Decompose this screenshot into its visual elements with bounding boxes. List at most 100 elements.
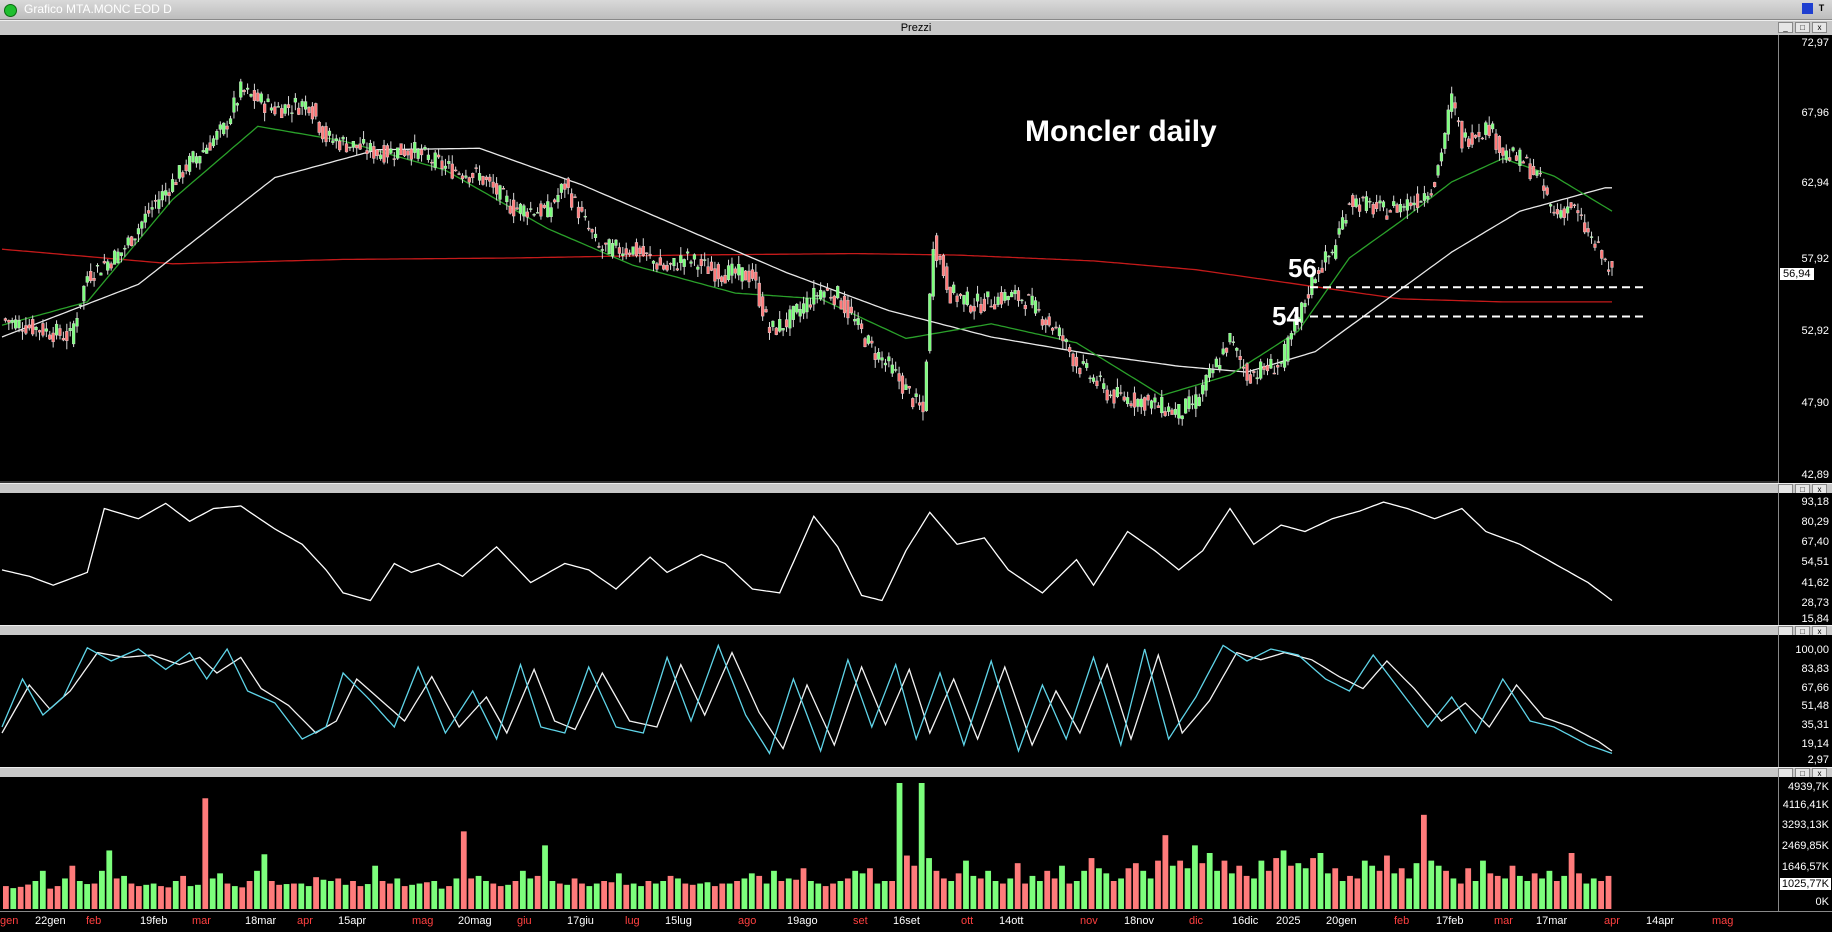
ma-short-line	[1, 125, 1613, 397]
candle-body	[699, 258, 703, 266]
candle-body	[675, 268, 679, 271]
x-axis-label: giu	[517, 915, 532, 927]
candle-body	[157, 199, 161, 209]
candle-body	[1494, 133, 1498, 150]
volume-bar	[1413, 863, 1420, 909]
candle-body	[402, 149, 407, 157]
candle-body	[890, 364, 894, 374]
candle-body	[174, 182, 178, 186]
candle-body	[1433, 182, 1437, 187]
volume-bar	[608, 882, 615, 909]
candle-body	[849, 306, 853, 314]
maximize-pane-button[interactable]: □	[1795, 22, 1810, 33]
candle-body	[566, 178, 570, 188]
candle-body	[1566, 206, 1570, 214]
candle-body	[1586, 228, 1590, 233]
price-pane-header: Prezzi _ □ x	[0, 20, 1832, 36]
volume-bar	[1494, 875, 1501, 909]
volume-bar	[187, 886, 194, 909]
volume-bar	[1206, 853, 1213, 909]
candle-body	[1006, 296, 1010, 301]
rsi-tick: 67,40	[1801, 536, 1829, 548]
volume-bar	[25, 884, 31, 909]
candle-body	[1477, 131, 1481, 137]
candle-body	[1132, 392, 1137, 408]
candle-body	[1306, 294, 1311, 299]
volume-bar	[1051, 878, 1058, 909]
candle-body	[1296, 317, 1300, 322]
candle-body	[317, 121, 321, 133]
candle-body	[102, 261, 106, 264]
candle-body	[532, 214, 536, 216]
volume-bar	[1081, 870, 1088, 909]
candle-body	[624, 248, 628, 255]
candle-body	[41, 323, 45, 336]
candle-body	[795, 304, 799, 313]
volume-bar	[852, 870, 859, 909]
candle-body	[1525, 156, 1529, 159]
close-icon[interactable]: T	[1818, 3, 1825, 13]
candle-body	[587, 227, 591, 230]
candle-body	[812, 288, 816, 305]
x-axis-label: gen	[0, 915, 19, 927]
stoch-k-line	[1, 643, 1613, 755]
candle-body	[10, 320, 14, 323]
volume-bar	[1073, 881, 1080, 909]
candle-body	[191, 151, 195, 163]
candle-body	[167, 192, 171, 196]
candle-body	[866, 335, 870, 344]
candle-body	[31, 319, 35, 335]
candle-body	[1211, 369, 1215, 374]
candle-body	[1095, 380, 1099, 387]
candle-body	[361, 139, 366, 144]
volume-bar	[1347, 875, 1353, 909]
candle-body	[1555, 209, 1560, 215]
volume-bar	[1553, 881, 1560, 909]
volume-bar	[601, 881, 607, 909]
candle-body	[1061, 335, 1065, 342]
volume-bar	[416, 883, 423, 909]
candle-body	[1378, 200, 1382, 204]
volume-bar	[438, 888, 445, 909]
candle-body	[696, 266, 700, 270]
candle-body	[836, 286, 840, 299]
price-tick: 47,90	[1801, 397, 1829, 409]
x-axis-label: 20mag	[458, 915, 492, 927]
volume-bar	[1273, 858, 1280, 909]
candle-body	[440, 160, 444, 169]
volume-bar	[1302, 868, 1309, 909]
volume-pane[interactable]: 4939,7K 4116,41K 3293,13K 2469,85K 1646,…	[0, 777, 1832, 911]
stoch-tick: 19,14	[1801, 738, 1829, 750]
candle-body	[1238, 356, 1242, 360]
volume-bar	[431, 881, 438, 909]
rsi-pane[interactable]: 93,18 80,29 67,40 54,51 41,62 28,73 15,8…	[0, 493, 1832, 625]
candle-body	[607, 239, 611, 255]
volume-bar	[586, 886, 593, 909]
close-pane-button[interactable]: x	[1812, 22, 1827, 33]
candle-body	[215, 131, 219, 140]
candle-body	[447, 161, 451, 164]
candle-body	[859, 323, 864, 329]
volume-bar	[1487, 873, 1494, 909]
volume-bar	[623, 884, 630, 909]
window-button-icon[interactable]	[1802, 3, 1813, 14]
candle-body	[784, 319, 789, 328]
volume-bar	[904, 855, 910, 909]
candle-body	[1173, 408, 1177, 415]
candle-body	[75, 318, 79, 327]
volume-bar	[342, 884, 349, 909]
volume-bar	[76, 881, 83, 909]
candle-body	[856, 318, 860, 326]
volume-bar	[593, 883, 600, 909]
stoch-tick: 51,48	[1801, 700, 1829, 712]
stoch-pane[interactable]: 100,00 83,83 67,66 51,48 35,31 19,14 2,9…	[0, 635, 1832, 767]
volume-bar	[1354, 878, 1361, 909]
rsi-tick: 93,18	[1801, 496, 1829, 508]
minimize-pane-button[interactable]: _	[1778, 22, 1793, 33]
volume-bar	[1000, 883, 1006, 909]
volume-bar	[660, 881, 667, 909]
candle-body	[1252, 371, 1256, 373]
price-pane[interactable]: Moncler daily 56 54 72,97 67,96 62,94 57…	[0, 35, 1832, 483]
candle-body	[692, 254, 697, 260]
volume-bar	[527, 878, 534, 909]
